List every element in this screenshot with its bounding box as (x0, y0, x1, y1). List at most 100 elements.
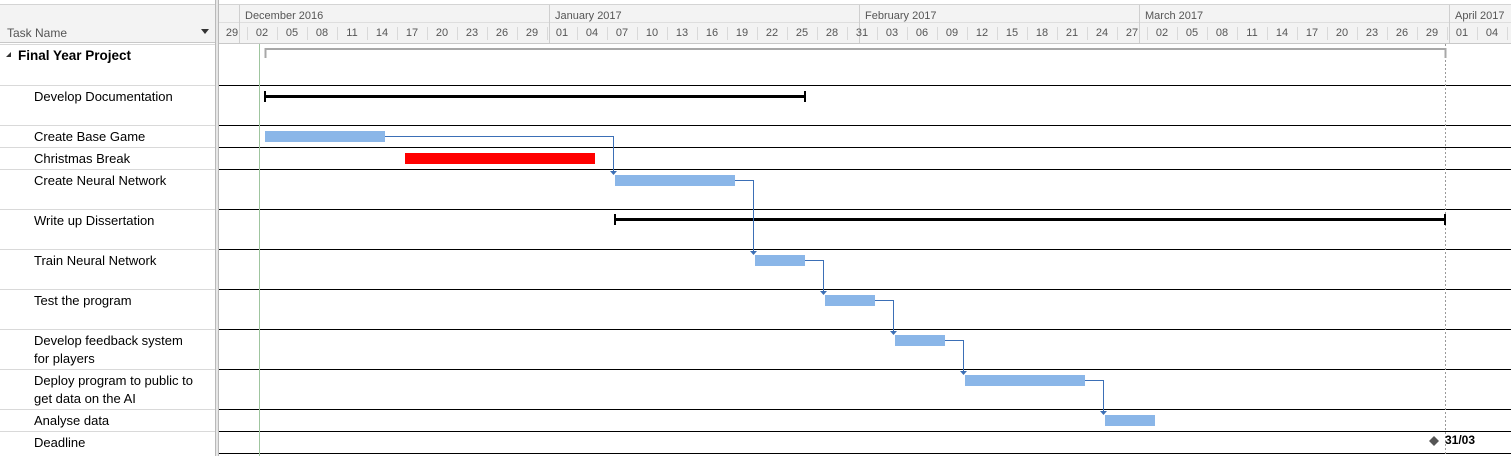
task-name-column-header[interactable]: Task Name (7, 26, 68, 40)
milestone-diamond[interactable] (1429, 436, 1439, 446)
day-tick-label: 29 (226, 27, 238, 39)
day-tick-label: 14 (376, 27, 388, 39)
day-tick-label: 20 (436, 27, 448, 39)
month-label: February 2017 (865, 10, 937, 22)
day-tick-label: 21 (1066, 27, 1078, 39)
task-bar[interactable] (615, 175, 735, 186)
day-tick-label: 23 (466, 27, 478, 39)
dependency-link (875, 300, 894, 333)
month-label: March 2017 (1145, 10, 1203, 22)
dependency-link (1085, 380, 1104, 413)
project-summary-bar[interactable] (264, 48, 1447, 58)
day-tick-label: 15 (1006, 27, 1018, 39)
task-bar[interactable] (825, 295, 875, 306)
day-tick-label: 14 (1276, 27, 1288, 39)
task-row[interactable]: Create Neural Network (0, 169, 215, 209)
month-label: January 2017 (555, 10, 622, 22)
day-tick-label: 17 (1306, 27, 1318, 39)
day-tick-label: 25 (796, 27, 808, 39)
task-row[interactable]: Deploy program to public to get data on t… (0, 369, 215, 409)
chevron-down-icon[interactable] (201, 29, 209, 34)
timescale-background (219, 4, 1511, 43)
dependency-arrow-icon (610, 171, 617, 175)
task-row[interactable]: Train Neural Network (0, 249, 215, 289)
day-tick-label: 08 (1216, 27, 1228, 39)
day-tick-label: 18 (1036, 27, 1048, 39)
month-label: April 2017 (1455, 10, 1505, 22)
task-bar[interactable] (895, 335, 945, 346)
task-row[interactable]: Develop Documentation (0, 85, 215, 125)
gantt-svg: December 2016 January 2017 February 2017 Ma… (219, 4, 1511, 456)
task-bar[interactable] (1105, 415, 1155, 426)
task-row[interactable]: Develop feedback system for players (0, 329, 215, 369)
task-row[interactable]: Write up Dissertation (0, 209, 215, 249)
day-tick-label: 01 (556, 27, 568, 39)
task-name: Develop Documentation (34, 89, 173, 104)
collapse-triangle-icon[interactable] (6, 52, 11, 57)
day-tick-label: 01 (1456, 27, 1468, 39)
dependency-arrow-icon (890, 331, 897, 335)
task-name: Analyse data (34, 413, 110, 428)
day-tick-label: 26 (496, 27, 508, 39)
critical-task-bar[interactable] (405, 153, 595, 164)
dependency-link (385, 136, 614, 173)
day-tick-label: 04 (586, 27, 598, 39)
day-tick-label: 13 (676, 27, 688, 39)
task-row[interactable]: Test the program (0, 289, 215, 329)
grid-header: Task Name (0, 4, 215, 43)
dependency-arrow-icon (1100, 411, 1107, 415)
task-row[interactable]: Create Base Game (0, 125, 215, 147)
task-name: Test the program (34, 293, 132, 308)
task-name-line: get data on the AI (34, 391, 136, 406)
day-tick-label: 10 (646, 27, 658, 39)
day-tick-label: 20 (1336, 27, 1348, 39)
task-name: Train Neural Network (34, 253, 157, 268)
task-name: Write up Dissertation (34, 213, 155, 228)
task-row[interactable]: Analyse data (0, 409, 215, 431)
day-tick-label: 29 (526, 27, 538, 39)
day-tick-label: 24 (1096, 27, 1108, 39)
task-name: Christmas Break (34, 151, 131, 166)
gantt-chart: December 2016 January 2017 February 2017 Ma… (219, 0, 1511, 456)
task-name: Create Base Game (34, 129, 146, 144)
dependency-link (945, 340, 964, 373)
dependency-link (735, 180, 754, 253)
day-tick-label: 31 (856, 27, 868, 39)
day-tick-label: 05 (286, 27, 298, 39)
day-tick-label: 03 (886, 27, 898, 39)
day-tick-label: 23 (1366, 27, 1378, 39)
task-row[interactable]: Final Year Project (0, 44, 215, 85)
task-bar[interactable] (265, 131, 385, 142)
month-label: December 2016 (245, 10, 323, 22)
day-tick-label: 04 (1486, 27, 1498, 39)
day-tick-label: 02 (256, 27, 268, 39)
day-tick-label: 29 (1426, 27, 1438, 39)
day-tick-label: 11 (346, 27, 357, 39)
day-tick-label: 16 (706, 27, 718, 39)
day-tick-label: 07 (616, 27, 628, 39)
project-summary-name: Final Year Project (18, 48, 132, 63)
day-tick-label: 28 (826, 27, 838, 39)
day-tick-label: 09 (946, 27, 958, 39)
dependency-link (805, 260, 824, 293)
milestone-date-label: 31/03 (1445, 433, 1476, 447)
day-tick-label: 05 (1186, 27, 1198, 39)
day-tick-label: 06 (916, 27, 928, 39)
task-name-line: Develop feedback system (34, 333, 183, 348)
day-tick-label: 11 (1246, 27, 1257, 39)
view-splitter[interactable] (215, 0, 219, 456)
day-tick-label: 08 (316, 27, 328, 39)
task-name-line: for players (34, 351, 95, 366)
task-name: Create Neural Network (34, 173, 167, 188)
task-grid: Task Name Final Year Project Develop Docu… (0, 0, 215, 456)
task-row[interactable]: Christmas Break (0, 147, 215, 169)
dependency-arrow-icon (750, 251, 757, 255)
day-tick-label: 17 (406, 27, 418, 39)
day-tick-label: 22 (766, 27, 778, 39)
day-tick-label: 19 (736, 27, 748, 39)
task-row[interactable]: Deadline (0, 431, 215, 453)
day-tick-label: 02 (1156, 27, 1168, 39)
task-bar[interactable] (755, 255, 805, 266)
task-bar[interactable] (965, 375, 1085, 386)
dependency-arrow-icon (820, 291, 827, 295)
